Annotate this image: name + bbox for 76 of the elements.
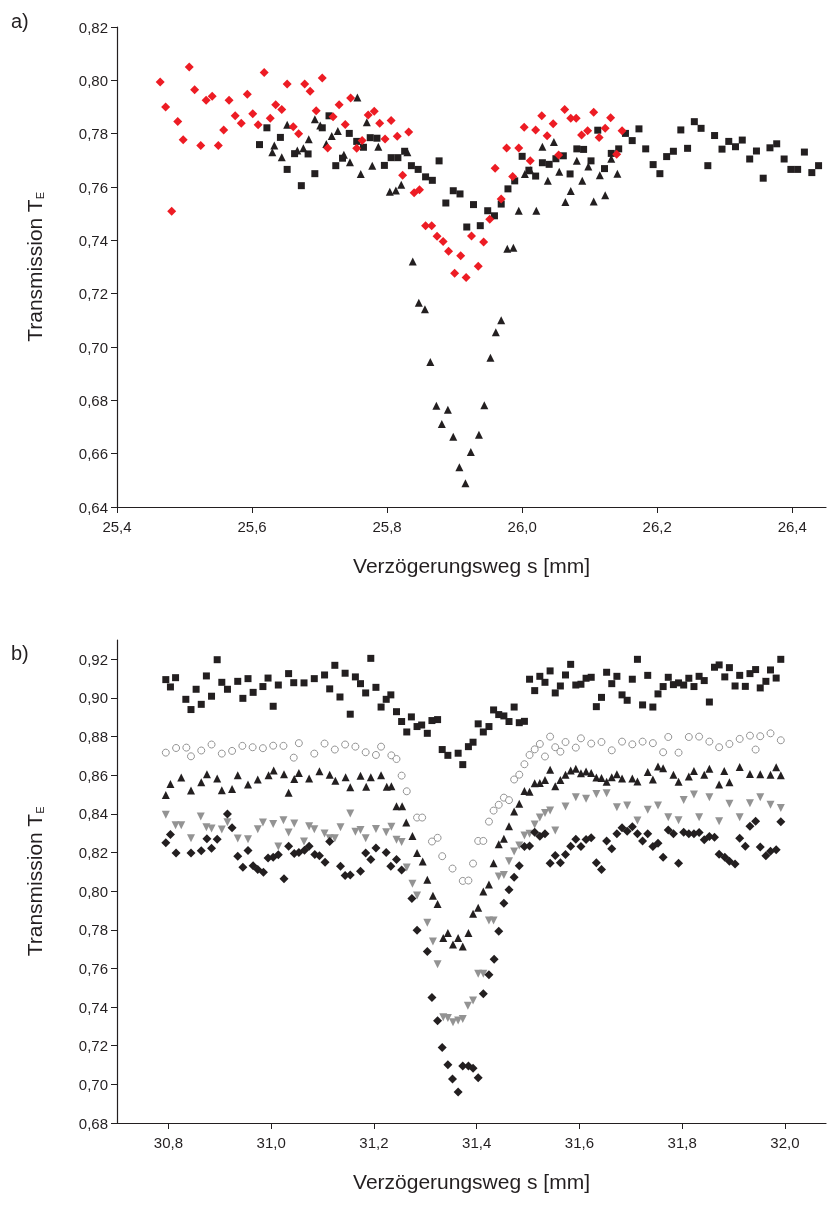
y-tick-label: 0,70 (78, 338, 108, 356)
y-tick-label: 0,86 (78, 766, 108, 784)
x-tick-label: 31,0 (256, 1134, 286, 1151)
point (555, 167, 564, 176)
chart-title: a) (11, 10, 29, 32)
y-tick-label: 0,90 (78, 689, 108, 707)
point (566, 187, 575, 195)
y-tick-label: 0,72 (78, 285, 108, 303)
y-tick-label: 0,80 (78, 882, 108, 900)
x-tick-label: 32,0 (770, 1134, 800, 1151)
point (543, 176, 552, 185)
point (466, 448, 475, 457)
y-tick-label: 0,72 (78, 1037, 108, 1055)
point (532, 206, 541, 215)
point (374, 142, 383, 151)
point (333, 127, 342, 135)
x-tick-label: 31,4 (462, 1134, 492, 1151)
y-tick-label: 0,76 (78, 178, 108, 196)
point (420, 305, 429, 314)
x-tick-label: 26,0 (507, 518, 537, 535)
y-tick-label: 0,68 (78, 1114, 108, 1132)
y-tick-label: 0,64 (78, 498, 108, 516)
y-tick-label: 0,82 (78, 18, 108, 36)
point (549, 137, 558, 146)
x-tick-label: 30,8 (153, 1134, 183, 1151)
x-axis-title: Verzögerungsweg s [mm] (353, 554, 590, 577)
point (443, 405, 452, 414)
x-tick-label: 25,4 (102, 518, 132, 535)
y-tick-label: 0,80 (78, 71, 108, 89)
x-tick-label: 25,6 (237, 518, 267, 535)
point (561, 197, 570, 206)
x-tick-label: 31,6 (564, 1134, 594, 1151)
point (509, 243, 518, 252)
y-tick-label: 0,66 (78, 445, 108, 463)
y-tick-label: 0,82 (78, 844, 108, 862)
point (486, 353, 495, 362)
point (368, 161, 377, 170)
y-axis-title: Transmission TE (23, 191, 46, 342)
point (449, 432, 458, 441)
y-tick-label: 0,84 (78, 805, 108, 823)
y-tick-label: 0,88 (78, 728, 108, 746)
x-tick-label: 26,4 (777, 518, 807, 535)
point (514, 206, 523, 215)
point (385, 187, 394, 196)
y-tick-label: 0,92 (78, 650, 108, 668)
point (397, 180, 406, 189)
y-tick-label: 0,74 (78, 231, 108, 249)
point (345, 158, 354, 167)
chart-title: b) (11, 642, 29, 664)
y-tick-label: 0,78 (78, 125, 108, 143)
x-tick-label: 31,2 (359, 1134, 389, 1151)
point (474, 430, 483, 439)
point (356, 169, 365, 178)
point (461, 479, 470, 488)
point (520, 169, 529, 178)
point (572, 156, 581, 165)
y-tick-label: 0,78 (78, 921, 108, 939)
y-tick-label: 0,76 (78, 959, 108, 977)
x-axis-title: Verzögerungsweg s [mm] (353, 1170, 590, 1193)
point (503, 244, 512, 253)
y-axis-title: Transmission TE (23, 806, 46, 957)
point (578, 176, 587, 185)
x-tick-label: 31,8 (667, 1134, 697, 1151)
y-tick-label: 0,68 (78, 391, 108, 409)
point (283, 120, 292, 129)
y-tick-label: 0,74 (78, 998, 108, 1016)
y-tick-label: 0,70 (78, 1075, 108, 1093)
point (414, 298, 423, 307)
point (480, 401, 489, 410)
point (437, 420, 446, 429)
point (426, 357, 435, 366)
point (538, 142, 547, 151)
point (613, 169, 622, 178)
x-tick-label: 26,2 (642, 518, 672, 535)
x-tick-label: 25,8 (372, 518, 402, 535)
point (432, 401, 441, 410)
